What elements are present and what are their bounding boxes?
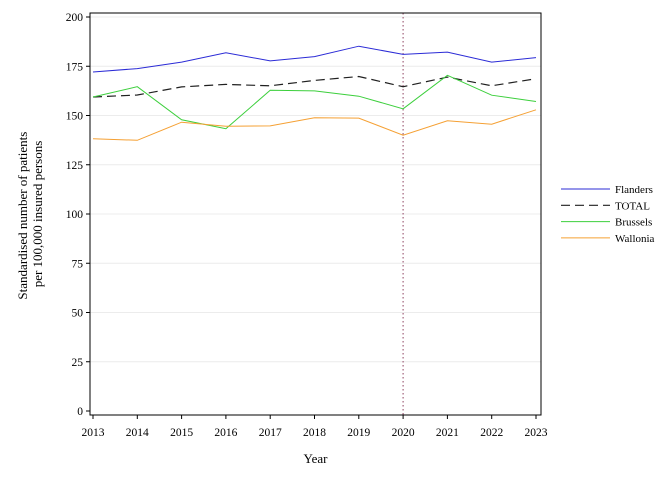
x-tick-label-2021: 2021 [436,427,459,439]
y-axis-label-line-1: Standardised number of patients [15,132,30,300]
x-tick-label-2013: 2013 [82,427,105,439]
x-tick-label-2019: 2019 [347,427,370,439]
y-axis-label: Standardised number of patients per 100,… [15,128,45,299]
legend-label-brussels: Brussels [615,217,652,229]
series-line-flanders [92,45,537,73]
legend-label-flanders: Flanders [615,184,653,196]
x-tick-label-2022: 2022 [480,427,503,439]
x-tick-label-2017: 2017 [259,427,282,439]
x-axis-label: Year [304,451,329,466]
y-tick-label-50: 50 [72,308,84,320]
y-tick-label-25: 25 [72,357,84,369]
x-tick-label-2016: 2016 [214,427,237,439]
y-tick-label-0: 0 [77,406,83,418]
x-tick-label-2018: 2018 [303,427,326,439]
legend: Flanders TOTAL Brussels Wallonia [561,184,655,245]
legend-label-wallonia: Wallonia [615,233,655,245]
x-tick-label-2020: 2020 [392,427,415,439]
y-axis: 0 25 50 75 100 125 150 175 200 [66,12,90,418]
series-line-brussels [92,74,537,130]
y-tick-label-175: 175 [66,61,84,73]
y-tick-label-100: 100 [66,209,84,221]
gridlines [90,16,541,363]
legend-label-total: TOTAL [615,200,650,212]
y-tick-label-125: 125 [66,160,84,172]
series-line-total [92,75,537,98]
y-axis-label-line-2: per 100,000 insured persons [30,141,45,288]
y-tick-label-200: 200 [66,12,84,24]
series-lines [92,45,537,141]
x-axis: 2013 2014 2015 2016 2017 2018 2019 2020 2021 2022… [82,415,548,439]
x-tick-label-2014: 2014 [126,427,149,439]
y-tick-label-75: 75 [72,258,84,270]
y-tick-label-150: 150 [66,111,84,123]
x-tick-label-2023: 2023 [525,427,548,439]
x-tick-label-2015: 2015 [170,427,193,439]
series-line-wallonia [92,109,537,141]
